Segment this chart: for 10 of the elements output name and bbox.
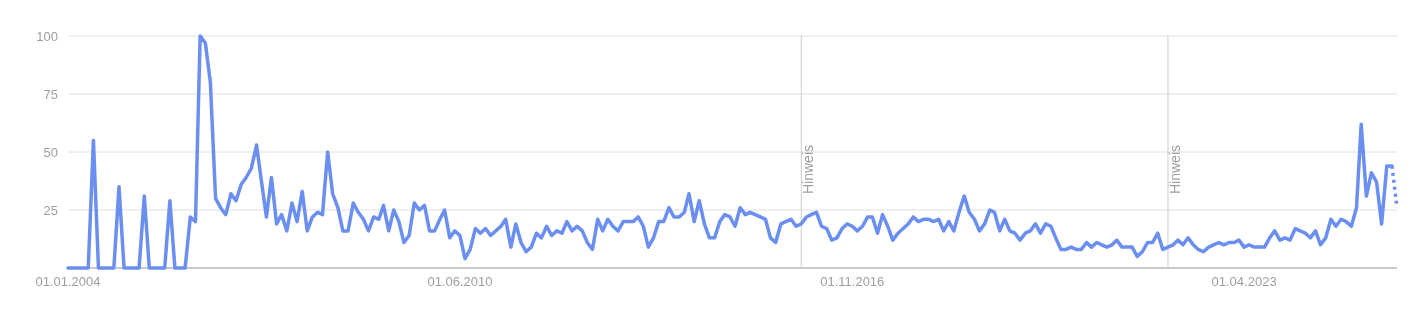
y-tick-label: 75	[43, 86, 58, 102]
y-tick-label: 25	[43, 202, 58, 218]
y-tick-label: 100	[36, 28, 58, 44]
x-tick-label: 01.04.2023	[1211, 274, 1277, 289]
ref-line-label: Hinweis	[800, 144, 817, 194]
x-tick-label: 01.06.2010	[427, 274, 493, 289]
y-tick-label: 50	[43, 144, 58, 160]
x-tick-label: 01.01.2004	[35, 274, 101, 289]
ref-line-label: Hinweis	[1166, 144, 1183, 194]
x-tick-label: 01.11.2016	[820, 274, 885, 289]
